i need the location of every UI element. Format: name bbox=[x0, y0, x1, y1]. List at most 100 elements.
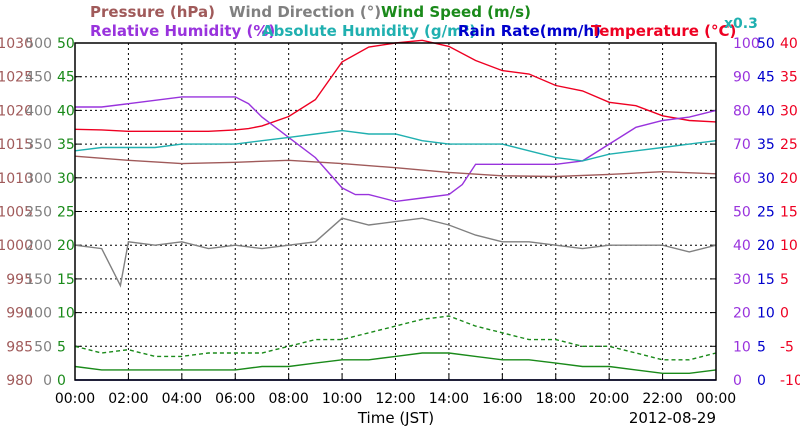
y-tick-label-rain: 40 bbox=[757, 103, 775, 119]
y-tick-label-wind_dir: 150 bbox=[25, 272, 52, 288]
y-tick-label-rain: 20 bbox=[757, 238, 775, 254]
y-tick-label-wind_speed: 35 bbox=[57, 137, 75, 153]
y-tick-label-wind_dir: 400 bbox=[25, 103, 52, 119]
y-tick-label-wind_dir: 200 bbox=[25, 238, 52, 254]
x-tick-label: 12:00 bbox=[375, 391, 415, 407]
legend-item: Wind Direction (°) bbox=[229, 3, 381, 21]
y-tick-label-wind_speed: 5 bbox=[57, 339, 66, 355]
grid bbox=[75, 43, 716, 380]
y-tick-label-wind_speed: 45 bbox=[57, 70, 75, 86]
y-tick-label-pressure: 1005 bbox=[0, 205, 33, 221]
legend-item: Rain Rate(mm/h) bbox=[458, 22, 601, 40]
series-line bbox=[74, 217, 717, 288]
y-tick-label-humidity: 20 bbox=[733, 306, 751, 322]
x-tick-label: 20:00 bbox=[589, 391, 629, 407]
y-tick-label-wind_dir: 100 bbox=[25, 306, 52, 322]
x-tick-label: 14:00 bbox=[429, 391, 469, 407]
y-tick-label-pressure: 1025 bbox=[0, 70, 33, 86]
y-tick-label-temperature: 25 bbox=[780, 137, 798, 153]
y-tick-label-temperature: -10 bbox=[780, 373, 800, 389]
y-tick-label-temperature: 15 bbox=[780, 205, 798, 221]
y-tick-label-temperature: 40 bbox=[780, 36, 798, 52]
y-tick-label-humidity: 80 bbox=[733, 103, 751, 119]
legend: Pressure (hPa) Wind Direction (°) Wind Spe… bbox=[90, 3, 758, 40]
y-tick-label-temperature: 20 bbox=[780, 171, 798, 187]
x-tick-label: 06:00 bbox=[215, 391, 255, 407]
series-line bbox=[74, 39, 717, 133]
legend-item: Absolute Humidity (g/m³) bbox=[262, 22, 476, 40]
x-tick-label: 00:00 bbox=[55, 391, 95, 407]
y-tick-label-pressure: 1015 bbox=[0, 137, 33, 153]
y-tick-label-pressure: 990 bbox=[6, 306, 33, 322]
y-tick-label-rain: 50 bbox=[757, 36, 775, 52]
y-tick-label-wind_dir: 250 bbox=[25, 205, 52, 221]
y-tick-label-humidity: 70 bbox=[733, 137, 751, 153]
y-axes: 1030102510201015101010051000995990985980… bbox=[0, 36, 800, 389]
legend-multiplier: x0.3 bbox=[724, 16, 758, 32]
y-tick-label-pressure: 1020 bbox=[0, 103, 33, 119]
y-tick-label-rain: 0 bbox=[757, 373, 766, 389]
series-line bbox=[74, 352, 717, 374]
x-axis: 00:00 02:00 04:00 06:00 08:00 10:00 12:00 14:00… bbox=[55, 374, 736, 407]
y-tick-label-wind_dir: 300 bbox=[25, 171, 52, 187]
y-tick-label-rain: 30 bbox=[757, 171, 775, 187]
y-tick-label-humidity: 0 bbox=[733, 373, 742, 389]
y-tick-label-pressure: 1010 bbox=[0, 171, 33, 187]
y-tick-label-humidity: 40 bbox=[733, 238, 751, 254]
y-tick-label-temperature: 5 bbox=[780, 272, 789, 288]
y-tick-label-wind_dir: 450 bbox=[25, 70, 52, 86]
y-tick-label-humidity: 30 bbox=[733, 272, 751, 288]
legend-item: Pressure (hPa) bbox=[90, 3, 215, 21]
y-tick-label-temperature: 0 bbox=[780, 306, 789, 322]
plot-frame bbox=[74, 42, 717, 381]
y-tick-label-temperature: 35 bbox=[780, 70, 798, 86]
legend-item: Relative Humidity (%) bbox=[90, 22, 275, 40]
y-tick-label-wind_dir: 0 bbox=[43, 373, 52, 389]
y-tick-label-wind_speed: 0 bbox=[57, 373, 66, 389]
y-tick-label-pressure: 985 bbox=[6, 339, 33, 355]
y-tick-label-pressure: 1000 bbox=[0, 238, 33, 254]
y-tick-label-wind_dir: 350 bbox=[25, 137, 52, 153]
x-axis-label: Time (JST) bbox=[357, 409, 434, 427]
x-tick-label: 16:00 bbox=[482, 391, 522, 407]
y-tick-label-humidity: 10 bbox=[733, 339, 751, 355]
x-tick-label: 18:00 bbox=[536, 391, 576, 407]
y-tick-label-rain: 5 bbox=[757, 339, 766, 355]
y-tick-label-humidity: 100 bbox=[733, 36, 760, 52]
y-tick-label-wind_speed: 25 bbox=[57, 205, 75, 221]
y-tick-label-wind_speed: 40 bbox=[57, 103, 75, 119]
legend-item: Wind Speed (m/s) bbox=[381, 3, 531, 21]
x-tick-label: 04:00 bbox=[162, 391, 202, 407]
y-tick-label-wind_speed: 15 bbox=[57, 272, 75, 288]
x-tick-label: 02:00 bbox=[108, 391, 148, 407]
y-tick-label-temperature: -5 bbox=[780, 339, 794, 355]
y-tick-label-wind_speed: 50 bbox=[57, 36, 75, 52]
y-tick-label-temperature: 10 bbox=[780, 238, 798, 254]
y-tick-label-humidity: 50 bbox=[733, 205, 751, 221]
chart-date: 2012-08-29 bbox=[629, 409, 716, 427]
series-line bbox=[74, 315, 717, 361]
y-tick-label-pressure: 1030 bbox=[0, 36, 33, 52]
y-tick-label-humidity: 90 bbox=[733, 70, 751, 86]
y-tick-label-rain: 35 bbox=[757, 137, 775, 153]
y-tick-label-rain: 45 bbox=[757, 70, 775, 86]
y-tick-label-wind_speed: 20 bbox=[57, 238, 75, 254]
y-tick-label-rain: 15 bbox=[757, 272, 775, 288]
series-line bbox=[74, 129, 717, 162]
x-tick-label: 00:00 bbox=[696, 391, 736, 407]
series-line bbox=[75, 96, 717, 203]
y-tick-label-temperature: 30 bbox=[780, 103, 798, 119]
y-tick-label-wind_dir: 50 bbox=[34, 339, 52, 355]
y-tick-label-rain: 10 bbox=[757, 306, 775, 322]
y-tick-label-pressure: 995 bbox=[6, 272, 33, 288]
y-tick-label-wind_speed: 30 bbox=[57, 171, 75, 187]
y-tick-label-wind_speed: 10 bbox=[57, 306, 75, 322]
legend-item: Temperature (°C) bbox=[591, 22, 736, 40]
y-tick-label-humidity: 60 bbox=[733, 171, 751, 187]
series-lines bbox=[74, 39, 717, 381]
y-tick-label-rain: 25 bbox=[757, 205, 775, 221]
x-tick-label: 22:00 bbox=[642, 391, 682, 407]
x-tick-label: 08:00 bbox=[268, 391, 308, 407]
y-tick-label-wind_dir: 500 bbox=[25, 36, 52, 52]
